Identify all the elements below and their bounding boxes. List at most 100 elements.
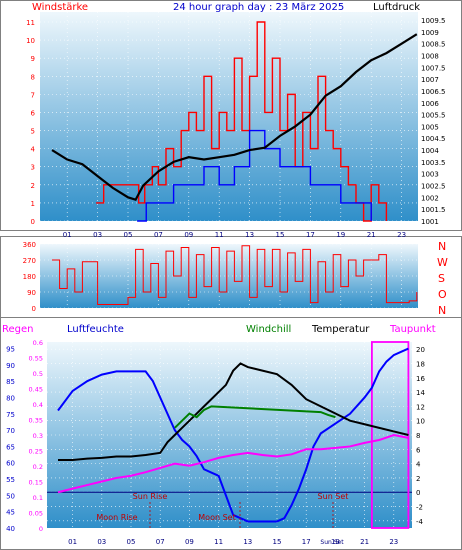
wind-axis-tick-label: 0 [31, 218, 35, 226]
x-axis-tick-label: 07 [154, 231, 163, 239]
regen-label: Regen [2, 324, 34, 335]
wind-direction-line [52, 245, 418, 305]
x-axis-tick-label: 23 [397, 231, 406, 239]
humidity-axis-tick-label: 45 [6, 509, 15, 517]
x-axis-tick-label: 05 [124, 231, 133, 239]
x-axis-tick-label: 21 [360, 538, 369, 546]
direction-axis-tick-label: 90 [27, 289, 36, 297]
x-axis-tick-label: 09 [185, 538, 194, 546]
pressure-axis-tick-label: 1009.5 [421, 17, 446, 25]
sun-set-bottom-annotation: Sun Set [320, 539, 344, 546]
temp-axis-tick-label: 8 [416, 432, 420, 440]
windchill-label: Windchill [246, 324, 291, 335]
x-axis-tick-label: 19 [336, 231, 345, 239]
pressure-axis-tick-label: 1005.5 [421, 112, 446, 120]
x-axis-tick-label: 11 [214, 538, 223, 546]
rain-axis-tick-label: 0.55 [29, 355, 43, 363]
pressure-axis-tick-label: 1001.5 [421, 206, 446, 214]
pressure-axis-tick-label: 1005 [421, 123, 439, 131]
x-axis-tick-label: 17 [306, 231, 315, 239]
wind-axis-tick-label: 6 [31, 109, 36, 117]
luftdruck-label: Luftdruck [373, 2, 420, 13]
humidity-axis-tick-label: 70 [6, 427, 15, 435]
wind-axis-tick-label: 9 [31, 55, 35, 63]
rain-axis-tick-label: 0.05 [29, 510, 43, 518]
moon-set-annotation: Moon Set [198, 513, 235, 522]
direction-axis-tick-label: 0 [32, 305, 36, 313]
humidity-axis-tick-label: 80 [6, 394, 15, 402]
x-axis-tick-label: 07 [156, 538, 165, 546]
temperature-line [58, 362, 409, 462]
rain-axis-tick-label: 0.4 [33, 401, 43, 409]
temp-axis-tick-label: 4 [416, 461, 421, 469]
temp-axis-tick-label: 20 [416, 346, 425, 354]
humidity-axis-tick-label: 60 [6, 460, 15, 468]
wind-axis-tick-label: 3 [31, 164, 35, 172]
temp-axis-tick-label: -2 [416, 504, 423, 512]
pressure-axis-tick-label: 1001 [421, 218, 439, 226]
x-axis-tick-label: 23 [389, 538, 398, 546]
pressure-axis-tick-label: 1008.5 [421, 41, 446, 49]
chart-marks-group: 0123456789101110011001.510021002.5100310… [6, 12, 446, 546]
rain-axis-tick-label: 0.5 [33, 370, 43, 378]
direction-axis-tick-label: 360 [23, 241, 36, 249]
temperatur-label: Temperatur [311, 324, 370, 335]
temp-axis-tick-label: 16 [416, 375, 425, 383]
humidity-axis-tick-label: 55 [6, 476, 15, 484]
x-axis-tick-label: 09 [184, 231, 193, 239]
rain-axis-tick-label: 0.35 [29, 417, 43, 425]
pressure-axis-tick-label: 1006.5 [421, 88, 446, 96]
pressure-axis-tick-label: 1003.5 [421, 159, 446, 167]
pressure-axis-tick-label: 1003 [421, 171, 439, 179]
rain-axis-tick-label: 0.2 [33, 463, 43, 471]
temp-axis-tick-label: 6 [416, 446, 421, 454]
wind-dir-letter-s: S [438, 272, 445, 285]
wind-pressure-plot-area [40, 12, 418, 221]
wind-axis-tick-label: 10 [26, 37, 35, 45]
x-axis-tick-label: 11 [215, 231, 224, 239]
direction-axis-tick-label: 180 [23, 273, 36, 281]
moon-rise-annotation: Moon Rise [96, 513, 137, 522]
temp-axis-tick-label: 0 [416, 489, 420, 497]
wind-axis-tick-label: 7 [31, 91, 35, 99]
wind-axis-tick-label: 8 [31, 73, 35, 81]
wind-dir-letter-o: O [438, 288, 447, 301]
sun-set-annotation: Sun Set [318, 492, 349, 501]
temp-axis-tick-label: -4 [416, 518, 424, 526]
wind-axis-tick-label: 5 [31, 128, 35, 136]
x-axis-tick-label: 01 [63, 231, 72, 239]
humidity-axis-tick-label: 65 [6, 443, 15, 451]
luftfeuchte-label: Luftfeuchte [67, 324, 124, 335]
wind-axis-tick-label: 1 [31, 200, 35, 208]
sun-rise-annotation: Sun Rise [133, 492, 168, 501]
wind-dir-letter-n-top: N [438, 240, 446, 253]
x-axis-tick-label: 03 [93, 231, 102, 239]
rain-axis-tick-label: 0 [39, 525, 43, 533]
x-axis-tick-label: 19 [331, 538, 340, 546]
pressure-axis-tick-label: 1004.5 [421, 135, 446, 143]
x-axis-tick-label: 17 [302, 538, 311, 546]
rain-axis-tick-label: 0.6 [33, 339, 43, 347]
x-axis-tick-label: 13 [243, 538, 252, 546]
pressure-axis-tick-label: 1008 [421, 52, 439, 60]
humidity-line [57, 347, 409, 523]
wind-axis-tick-label: 11 [26, 19, 35, 27]
humidity-axis-tick-label: 40 [6, 525, 15, 533]
temp-axis-tick-label: 14 [416, 389, 425, 397]
wind-dir-letter-n-bottom: N [438, 304, 446, 317]
chart-title: 24 hour graph day : 23 März 2025 [173, 2, 344, 13]
humidity-axis-tick-label: 75 [6, 411, 15, 419]
temp-axis-tick-label: 12 [416, 403, 425, 411]
wind-axis-tick-label: 4 [31, 146, 36, 154]
x-axis-tick-label: 13 [245, 231, 254, 239]
temp-axis-tick-label: 18 [416, 360, 425, 368]
x-axis-tick-label: 21 [367, 231, 376, 239]
x-axis-tick-label: 15 [273, 538, 282, 546]
pressure-axis-tick-label: 1009 [421, 29, 439, 37]
windchill-line [174, 405, 336, 429]
rain-axis-tick-label: 0.1 [33, 494, 43, 502]
pressure-line [51, 33, 418, 202]
x-axis-tick-label: 15 [276, 231, 285, 239]
rain-axis-tick-label: 0.15 [29, 479, 43, 487]
x-axis-tick-label: 03 [97, 538, 106, 546]
